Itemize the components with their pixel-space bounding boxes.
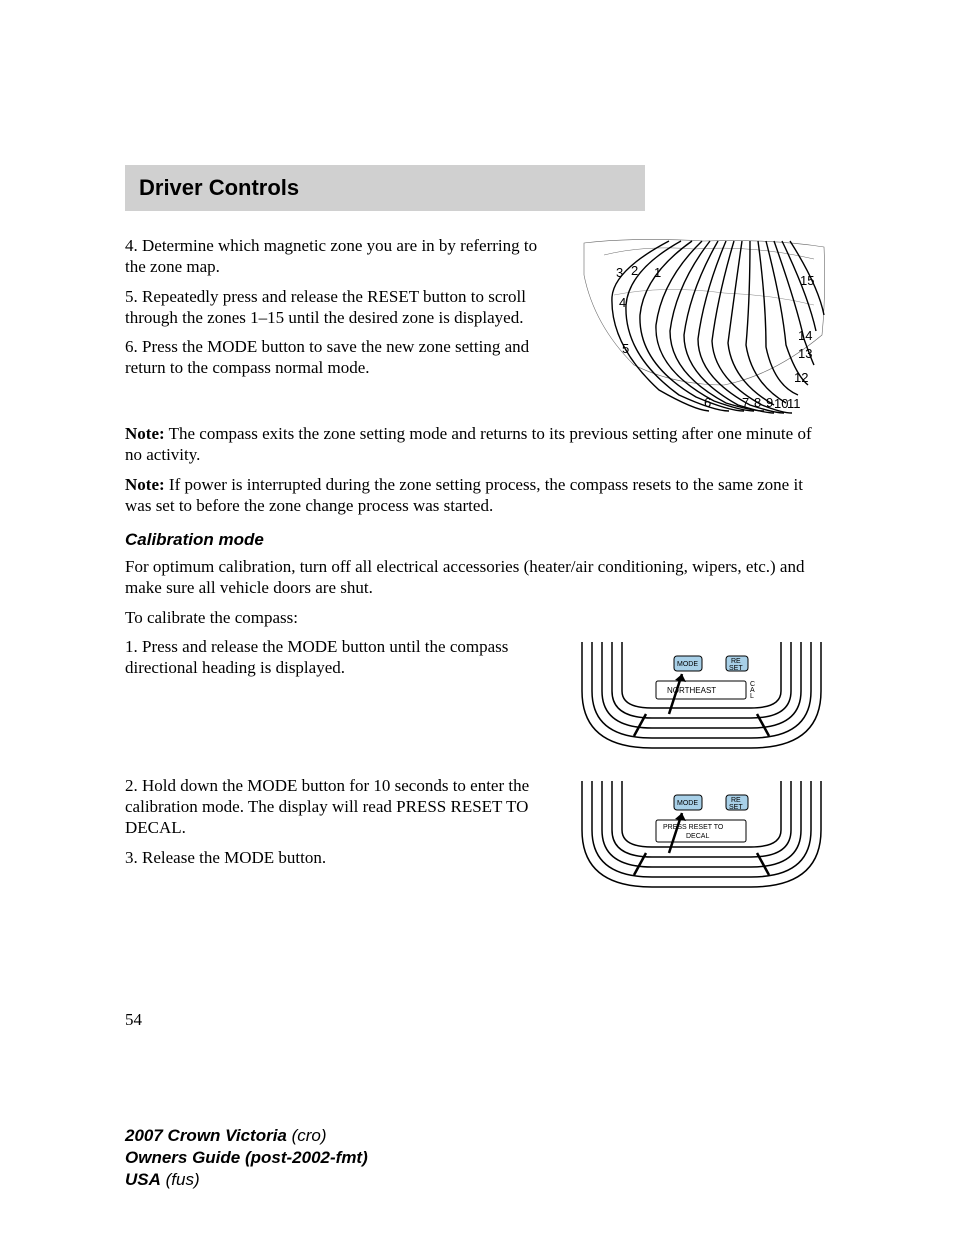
zone-label-5: 5 xyxy=(622,341,629,356)
footer-block: 2007 Crown Victoria (cro) Owners Guide (… xyxy=(125,1125,829,1191)
note-2: Note: If power is interrupted during the… xyxy=(125,474,829,517)
zone-label-3: 3 xyxy=(616,265,623,280)
zone-map-figure: 1 2 3 4 5 6 7 8 9 10 11 12 13 14 15 xyxy=(574,235,829,415)
zone-label-4: 4 xyxy=(619,295,626,310)
step-4-text: 4. Determine which magnetic zone you are… xyxy=(125,235,556,278)
zone-label-14: 14 xyxy=(798,328,812,343)
zone-label-13: 13 xyxy=(798,346,812,361)
compass-display-figure-2: MODE RE SET PRESS RESET TO DECAL xyxy=(574,775,829,900)
calib-step-2: 2. Hold down the MODE button for 10 seco… xyxy=(125,775,556,839)
calib-step-3: 3. Release the MODE button. xyxy=(125,847,556,868)
zone-label-1: 1 xyxy=(654,265,661,280)
footer-guide: Owners Guide (post-2002-fmt) xyxy=(125,1148,368,1167)
note-2-text: If power is interrupted during the zone … xyxy=(125,475,803,515)
zone-label-8: 8 xyxy=(754,395,761,410)
section-header-bar: Driver Controls xyxy=(125,165,645,211)
footer-model-code: (cro) xyxy=(287,1126,327,1145)
calib-step-1: 1. Press and release the MODE button unt… xyxy=(125,636,556,679)
page-number: 54 xyxy=(125,1010,829,1030)
footer-region: USA xyxy=(125,1170,161,1189)
reset-button-label-1b: RE xyxy=(731,797,741,804)
zone-label-11: 11 xyxy=(787,396,801,411)
mode-button-label: MODE xyxy=(677,661,698,668)
section-title: Driver Controls xyxy=(139,175,631,201)
calibration-mode-heading: Calibration mode xyxy=(125,530,829,550)
note-1-text: The compass exits the zone setting mode … xyxy=(125,424,812,464)
mode-button-label-2: MODE xyxy=(677,800,698,807)
reset-button-label-2: SET xyxy=(729,665,743,672)
reset-button-label-2b: SET xyxy=(729,804,743,811)
reset-button-label-1: RE xyxy=(731,658,741,665)
display-side-l: L xyxy=(750,693,754,700)
zone-label-7: 7 xyxy=(742,395,749,410)
zone-label-12: 12 xyxy=(794,370,808,385)
note-2-label: Note: xyxy=(125,475,165,494)
note-1: Note: The compass exits the zone setting… xyxy=(125,423,829,466)
footer-model: 2007 Crown Victoria xyxy=(125,1126,287,1145)
step-5-text: 5. Repeatedly press and release the RESE… xyxy=(125,286,556,329)
note-1-label: Note: xyxy=(125,424,165,443)
display-text-decal: DECAL xyxy=(686,833,709,840)
zone-label-6: 6 xyxy=(704,395,711,410)
calibration-intro: For optimum calibration, turn off all el… xyxy=(125,556,829,599)
compass-display-figure-1: MODE RE SET NORTHEAST C A L xyxy=(574,636,829,761)
step-6-text: 6. Press the MODE button to save the new… xyxy=(125,336,556,379)
zone-label-9: 9 xyxy=(766,395,773,410)
zone-label-15: 15 xyxy=(800,273,814,288)
display-text-press-reset: PRESS RESET TO xyxy=(663,824,724,831)
calibration-lead: To calibrate the compass: xyxy=(125,607,829,628)
zone-label-2: 2 xyxy=(631,263,638,278)
footer-region-code: (fus) xyxy=(161,1170,200,1189)
